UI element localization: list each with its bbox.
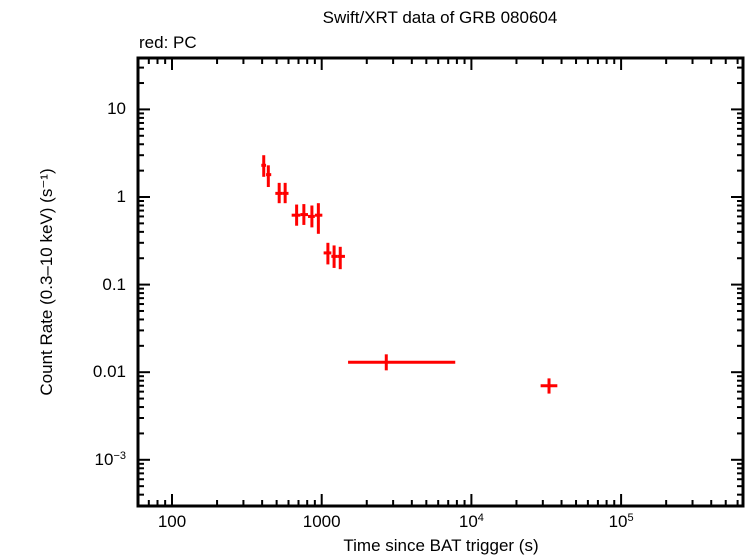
x-axis-label: Time since BAT trigger (s): [343, 536, 539, 555]
data-point: [300, 204, 309, 225]
data-point: [348, 354, 456, 371]
x-tick-label: 104: [458, 512, 484, 531]
data-point: [282, 182, 289, 204]
x-tick-label: 100: [157, 512, 187, 531]
data-point: [331, 245, 338, 268]
axes-frame: [136, 56, 745, 508]
data-point: [323, 242, 332, 265]
axis-ticks: [138, 58, 743, 506]
data-point: [308, 205, 315, 228]
data-point: [291, 204, 301, 226]
chart-title: Swift/XRT data of GRB 080604: [322, 8, 558, 27]
x-tick-label: 1000: [302, 512, 341, 531]
y-tick-label: 0.1: [102, 274, 126, 294]
y-tick-label: 10: [107, 99, 126, 119]
x-tick-label: 105: [608, 512, 634, 531]
y-tick-label: 1: [116, 187, 126, 206]
data-point: [337, 246, 345, 270]
y-axis-label: Count Rate (0.3–10 keV) (s⁻¹): [37, 168, 56, 396]
data-point: [266, 165, 272, 188]
data-series-pc: [261, 155, 558, 394]
series-legend-text: red: PC: [139, 33, 197, 52]
data-point: [540, 378, 558, 394]
data-point: [261, 155, 267, 177]
data-point: [275, 182, 283, 204]
y-tick-label: 0.01: [92, 362, 126, 382]
y-tick-label: 10−3: [94, 449, 126, 469]
data-point: [314, 203, 323, 234]
